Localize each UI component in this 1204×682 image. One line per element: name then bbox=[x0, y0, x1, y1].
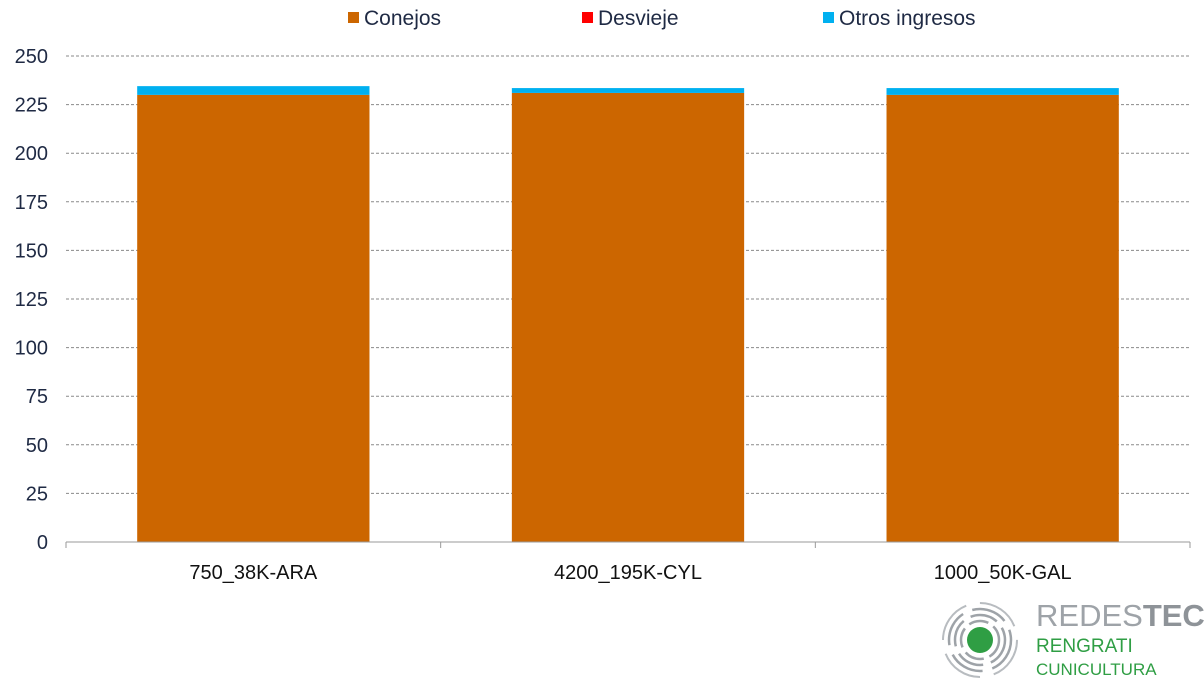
legend-swatch bbox=[348, 12, 359, 23]
x-category-label: 1000_50K-GAL bbox=[934, 562, 1072, 584]
legend-swatch bbox=[823, 12, 834, 23]
bar-segment-otros-ingresos bbox=[886, 88, 1119, 95]
stacked-bar-chart: Conejos Desvieje Otros ingresos 0 25 50 75 100… bbox=[15, 7, 1191, 584]
legend-label: Desvieje bbox=[598, 7, 679, 30]
y-tick-label: 50 bbox=[26, 435, 48, 457]
bar-segment-conejos bbox=[886, 94, 1119, 542]
logo-line-1: REDESTECO bbox=[1036, 598, 1204, 633]
y-tick-label: 225 bbox=[15, 95, 48, 117]
y-tick-label: 175 bbox=[15, 192, 48, 214]
logo-emblem-icon bbox=[942, 602, 1018, 678]
bar-segment-conejos bbox=[137, 94, 370, 542]
y-tick-label: 125 bbox=[15, 289, 48, 311]
y-tick-label: 25 bbox=[26, 483, 48, 505]
y-tick-label: 200 bbox=[15, 143, 48, 165]
legend-swatch bbox=[582, 12, 593, 23]
x-category-label: 750_38K-ARA bbox=[189, 562, 318, 584]
y-tick-label: 75 bbox=[26, 386, 48, 408]
legend-label: Conejos bbox=[364, 7, 441, 30]
x-category-label: 4200_195K-CYL bbox=[554, 562, 702, 584]
y-tick-label: 150 bbox=[15, 240, 48, 262]
y-tick-label: 0 bbox=[37, 532, 48, 554]
redesteco-logo: REDESTECO RENGRATI CUNICULTURA bbox=[940, 598, 1204, 682]
legend: Conejos Desvieje Otros ingresos bbox=[348, 7, 976, 30]
bar-segment-otros-ingresos bbox=[511, 88, 745, 93]
bar-segment-conejos bbox=[511, 92, 745, 542]
y-axis-ticks: 0 25 50 75 100 125 150 175 200 225 250 bbox=[15, 46, 48, 554]
logo-line-2: RENGRATI bbox=[1036, 636, 1133, 657]
y-tick-label: 250 bbox=[15, 46, 48, 68]
legend-label: Otros ingresos bbox=[839, 7, 976, 30]
bar-segment-otros-ingresos bbox=[137, 86, 370, 95]
bars bbox=[137, 86, 1119, 542]
y-tick-label: 100 bbox=[15, 338, 48, 360]
logo-line-3: CUNICULTURA bbox=[1036, 660, 1157, 679]
x-axis: 750_38K-ARA 4200_195K-CYL 1000_50K-GAL bbox=[65, 541, 1191, 584]
